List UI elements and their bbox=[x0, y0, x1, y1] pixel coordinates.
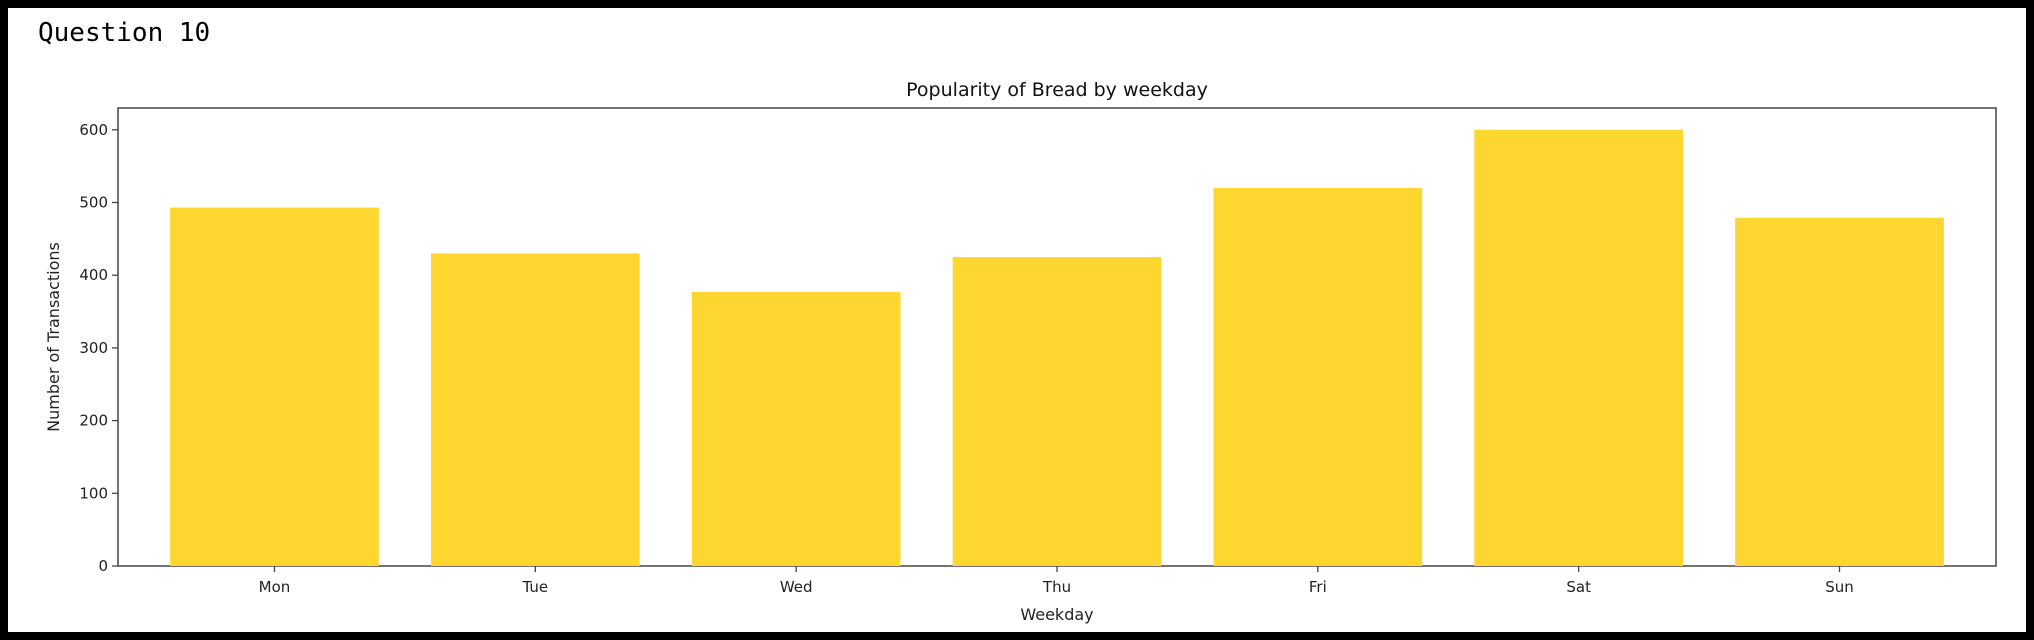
x-axis-label: Weekday bbox=[1020, 605, 1093, 624]
x-tick-label: Thu bbox=[1042, 578, 1071, 596]
bar-sat bbox=[1474, 129, 1683, 567]
y-tick-label: 400 bbox=[79, 266, 108, 284]
x-tick-label: Sat bbox=[1566, 578, 1591, 596]
x-tick-label: Mon bbox=[259, 578, 291, 596]
question-heading: Question 10 bbox=[38, 18, 211, 48]
y-tick-label: 100 bbox=[79, 484, 108, 502]
bar-tue bbox=[431, 253, 640, 566]
x-tick-label: Tue bbox=[522, 578, 549, 596]
bar-sun bbox=[1735, 217, 1944, 566]
bar-mon bbox=[170, 207, 379, 566]
y-axis-label: Number of Transactions bbox=[44, 242, 63, 432]
notebook-output-cell: Question 10 Popularity of Bread by weekd… bbox=[8, 8, 2026, 632]
chart-title: Popularity of Bread by weekday bbox=[906, 79, 1208, 101]
x-tick-label: Fri bbox=[1309, 578, 1327, 596]
x-tick-label: Sun bbox=[1825, 578, 1854, 596]
x-tick-label: Wed bbox=[780, 578, 813, 596]
bar-wed bbox=[691, 291, 901, 566]
y-tick-label: 200 bbox=[79, 412, 108, 430]
bars-group bbox=[170, 129, 1944, 567]
y-tick-label: 0 bbox=[98, 557, 108, 575]
x-axis-ticks: Mon Tue Wed Thu Fri Sat Sun bbox=[259, 566, 1854, 596]
bar-fri bbox=[1213, 187, 1423, 566]
y-tick-label: 500 bbox=[79, 194, 108, 212]
y-tick-label: 600 bbox=[79, 121, 108, 139]
y-tick-label: 300 bbox=[79, 339, 108, 357]
bar-chart: Popularity of Bread by weekday 0 100 200 30… bbox=[44, 79, 1997, 624]
y-axis-ticks: 0 100 200 300 400 500 600 bbox=[79, 121, 118, 575]
bar-thu bbox=[952, 257, 1162, 566]
